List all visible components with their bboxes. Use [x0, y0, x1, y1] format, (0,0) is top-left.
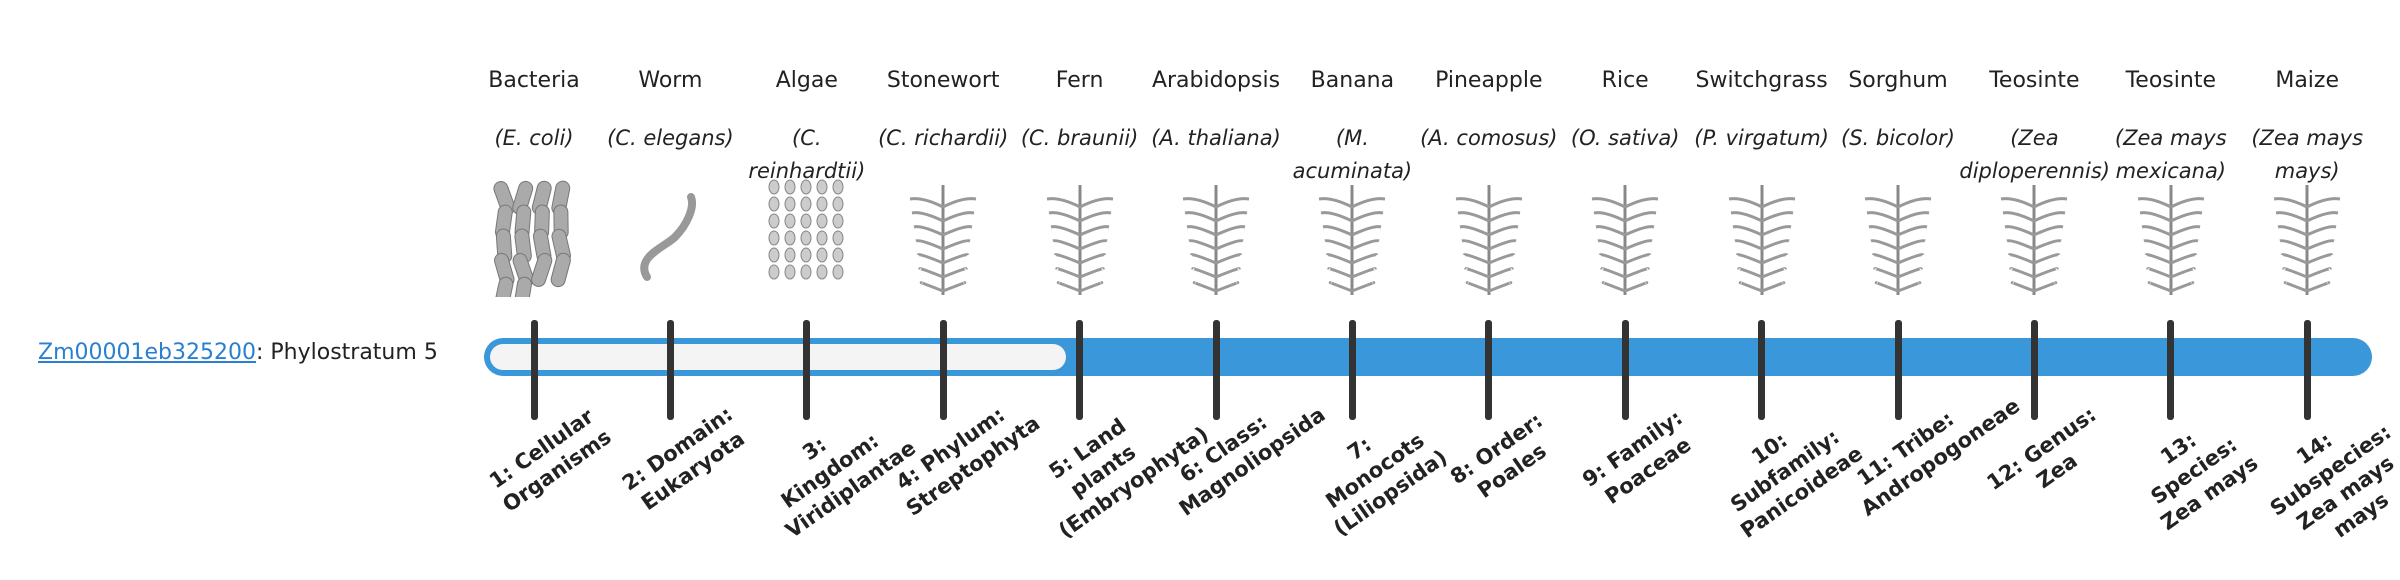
stratum-fill [490, 344, 1066, 370]
stratum-label: 13: Species: Zea mays [2146, 428, 2263, 535]
phylostratum-number: 5 [423, 340, 438, 365]
organism-latin: (Zea diploperennis) [1959, 126, 2110, 183]
organism-latin: (Zea mays mexicana) [2114, 126, 2227, 183]
organism-image [768, 179, 844, 280]
organism-image [2001, 185, 2068, 295]
organism-name: Worm [638, 68, 703, 93]
organism-name: Teosinte [2125, 68, 2216, 93]
stratum-tick [1348, 320, 1356, 420]
organism-name: Stonewort [886, 68, 1000, 93]
organism-latin: (A. comosus) [1420, 126, 1558, 150]
stratum-label: 5: Land plants (Embryophyta) [1044, 413, 1213, 543]
organism-image [1591, 185, 1659, 295]
organism-name: Teosinte [1989, 68, 2080, 93]
organism-name: Algae [775, 68, 838, 93]
organism-image [493, 180, 571, 297]
stratum-tick [2030, 320, 2038, 420]
organism-image [1728, 185, 1795, 295]
organism-latin: (C. reinhardtii) [748, 126, 866, 183]
stratum-tick [530, 320, 538, 420]
organism-name: Pineapple [1435, 68, 1543, 93]
stratum-label: 9: Family: Poaceae [1578, 405, 1696, 510]
organism-latin: (O. sativa) [1570, 126, 1680, 150]
stratum-tick [1894, 320, 1902, 420]
gene-link[interactable]: Zm00001eb325200 [38, 340, 256, 365]
organism-name: Sorghum [1848, 68, 1948, 93]
stratum-tick [1621, 320, 1629, 420]
organism-image [2273, 185, 2341, 295]
organism-latin: (Zea mays mays) [2251, 126, 2364, 183]
organism-image [909, 185, 977, 295]
organism-image [1046, 185, 1113, 295]
organism-latin: (A. thaliana) [1151, 126, 1281, 150]
stratum-tick [939, 320, 947, 420]
organism-name: Rice [1601, 68, 1649, 93]
organism-latin: (S. bicolor) [1841, 126, 1955, 150]
stratum-tick [1758, 320, 1766, 420]
stratum-label: 1: Cellular Organisms [484, 404, 616, 517]
organism-image [1864, 185, 1932, 295]
organism-image [1182, 185, 1250, 295]
organism-latin: (C. richardii) [878, 126, 1009, 150]
organism-name: Fern [1055, 68, 1104, 93]
organism-latin: (C. braunii) [1020, 126, 1139, 150]
organism-name: Bacteria [488, 68, 580, 93]
organism-name: Arabidopsis [1151, 68, 1281, 93]
stratum-label: 3: Kingdom: Viridiplantae [776, 428, 920, 543]
phylostratum-label: Phylostratum [270, 340, 417, 365]
organism-latin: (E. coli) [494, 126, 574, 150]
stratum-tick [1076, 320, 1084, 420]
organism-image [640, 193, 697, 281]
organism-latin: (M. acuminata) [1292, 126, 1413, 183]
organism-image [2137, 185, 2205, 295]
stratum-tick [803, 320, 811, 420]
stratum-label: 10: Subfamily: Panicoideae [1725, 424, 1867, 543]
organism-image [1455, 185, 1523, 295]
organism-name: Maize [2275, 68, 2340, 93]
stratum-tick [1485, 320, 1493, 420]
stratum-tick [1212, 320, 1220, 420]
stratum-label: 2: Domain: Eukaryota [618, 401, 750, 516]
organism-name: Switchgrass [1695, 68, 1828, 93]
stratum-tick [2303, 320, 2311, 420]
organism-name: Banana [1310, 68, 1395, 93]
gene-label: Zm00001eb325200: Phylostratum 5 [38, 340, 438, 365]
organism-latin: (C. elegans) [607, 126, 734, 150]
stratum-label: 14: Subspecies: Zea mays mays [2265, 419, 2399, 543]
organism-latin: (P. virgatum) [1694, 126, 1829, 150]
organism-image [1319, 185, 1386, 295]
stratum-tick [666, 320, 674, 420]
stratum-tick [2167, 320, 2175, 420]
